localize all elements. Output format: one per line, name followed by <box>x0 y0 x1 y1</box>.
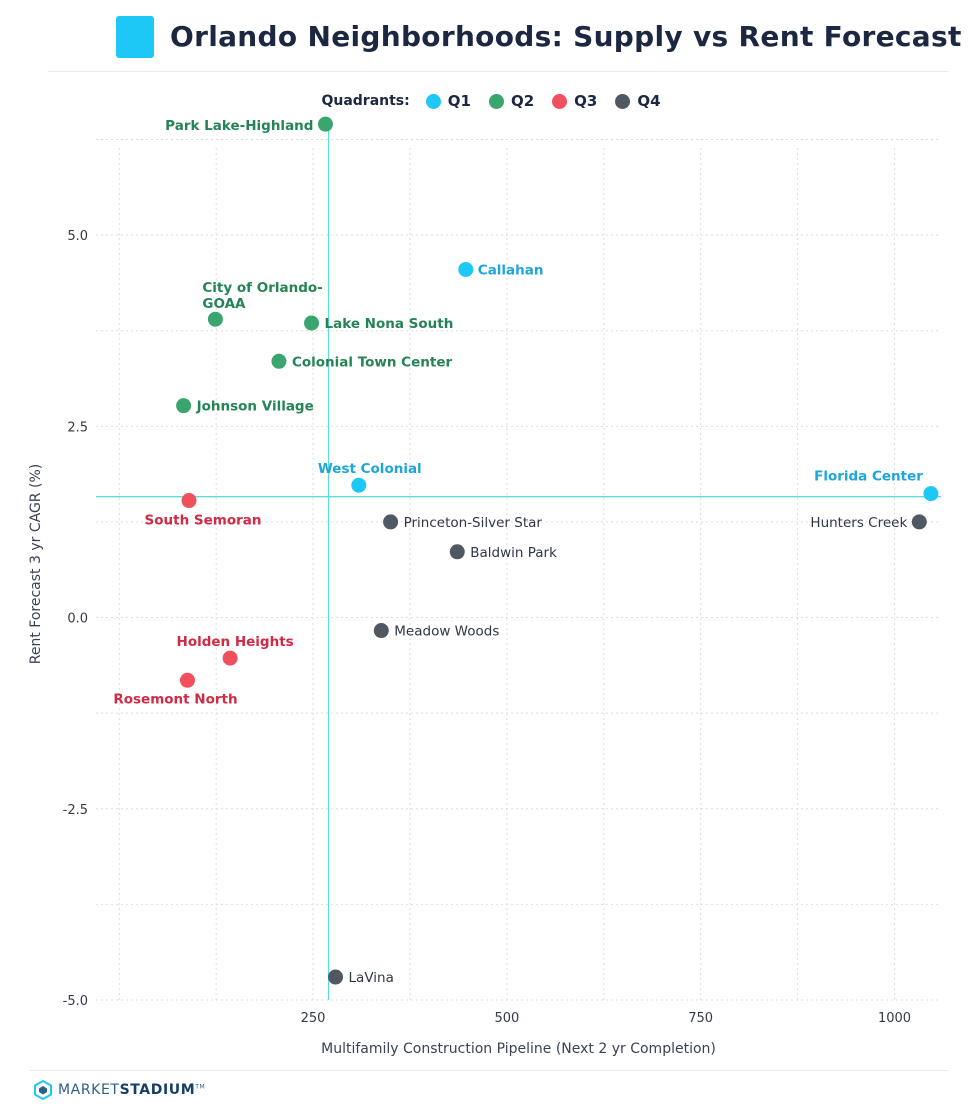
data-label: Meadow Woods <box>394 624 499 640</box>
y-tick-label: -5.0 <box>63 994 88 1009</box>
brand-name-bold: STADIUM <box>119 1082 196 1098</box>
x-tick-label: 500 <box>494 1011 519 1026</box>
legend-title: Quadrants: <box>321 93 410 109</box>
data-point-q4 <box>911 514 927 530</box>
data-point-q2 <box>271 353 287 369</box>
legend-label-q3: Q3 <box>574 92 598 110</box>
data-point-q4 <box>373 623 389 639</box>
brand-trademark: TM <box>195 1083 206 1091</box>
brand-name: MARKETSTADIUMTM <box>58 1082 205 1098</box>
data-label: Park Lake-Highland <box>165 118 313 134</box>
legend-dot-q2 <box>488 93 504 109</box>
legend-dot-q1 <box>425 93 441 109</box>
legend-dot-q3 <box>552 93 568 109</box>
data-label: City of Orlando-GOAA <box>202 280 322 312</box>
y-axis-title: Rent Forecast 3 yr CAGR (%) <box>28 464 44 664</box>
data-point-q3 <box>179 672 195 688</box>
y-tick-label: 5.0 <box>67 229 88 244</box>
chart-title: Orlando Neighborhoods: Supply vs Rent Fo… <box>170 20 962 53</box>
data-point-q2 <box>207 311 223 327</box>
data-label: Hunters Creek <box>810 515 907 531</box>
x-tick-label: 250 <box>301 1011 326 1026</box>
data-point-q4 <box>383 514 399 530</box>
legend-item-q2[interactable]: Q2 <box>488 92 535 110</box>
data-label: Rosemont North <box>113 691 237 707</box>
brand-mark-icon <box>34 1080 52 1100</box>
title-divider <box>48 71 948 72</box>
scatter-plot: 250 500 750 1000 -5.0 -2.5 0.0 2.5 5.0 Multifamil… <box>28 116 941 1057</box>
legend-item-q4[interactable]: Q4 <box>615 92 661 110</box>
data-label: Baldwin Park <box>470 545 557 561</box>
data-label: Colonial Town Center <box>292 354 453 370</box>
data-point-q4 <box>449 544 465 560</box>
legend-label-q1: Q1 <box>447 92 471 110</box>
legend-item-q3[interactable]: Q3 <box>552 92 597 110</box>
data-label: Holden Heights <box>177 634 294 650</box>
data-point-q1 <box>351 477 367 493</box>
legend-label-q2: Q2 <box>510 92 535 110</box>
data-label: South Semoran <box>145 513 262 529</box>
data-label: Lake Nona South <box>325 316 454 332</box>
data-label: Callahan <box>478 263 544 279</box>
data-point-q3 <box>181 493 197 509</box>
title-bar: Orlando Neighborhoods: Supply vs Rent Fo… <box>0 10 980 66</box>
x-tick-label: 1000 <box>878 1011 911 1026</box>
legend-dot-q4 <box>615 93 631 109</box>
brand-name-light: MARKET <box>58 1082 120 1098</box>
data-point-q4 <box>328 969 344 985</box>
data-point-q3 <box>222 650 238 666</box>
data-label: West Colonial <box>318 461 422 477</box>
title-accent-square <box>116 16 154 58</box>
data-point-q1 <box>458 262 474 278</box>
y-tick-label: -2.5 <box>63 803 88 818</box>
y-tick-label: 2.5 <box>67 420 88 435</box>
data-label: Princeton-Silver Star <box>404 515 543 531</box>
x-axis-title: Multifamily Construction Pipeline (Next … <box>321 1041 716 1057</box>
data-label: LaVina <box>349 970 394 986</box>
legend-label-q4: Q4 <box>637 92 661 110</box>
x-tick-label: 750 <box>688 1011 713 1026</box>
y-tick-label: 0.0 <box>67 612 88 627</box>
data-label: Florida Center <box>814 469 923 485</box>
data-point-q2 <box>176 398 192 414</box>
brand-logo: MARKETSTADIUMTM <box>34 1079 205 1101</box>
legend-item-q1[interactable]: Q1 <box>425 92 471 110</box>
footer-divider <box>30 1070 948 1071</box>
data-point-q2 <box>304 315 320 331</box>
data-label: Johnson Village <box>196 399 314 415</box>
legend: Quadrants: Q1 Q2 Q3 Q4 <box>0 92 980 116</box>
data-point-q2 <box>317 116 333 132</box>
data-point-q1 <box>923 486 939 502</box>
